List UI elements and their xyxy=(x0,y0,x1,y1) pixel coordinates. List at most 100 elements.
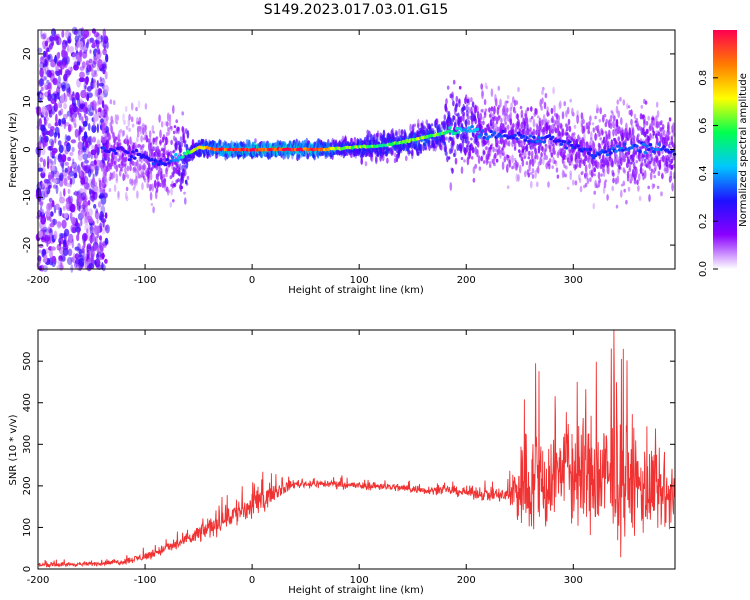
spectral-mark xyxy=(99,76,103,83)
x-tick-label: -100 xyxy=(134,275,157,286)
spectral-mark xyxy=(61,84,66,92)
spectral-mark xyxy=(178,167,181,175)
spectral-mark xyxy=(157,162,161,167)
spectral-mark xyxy=(672,152,677,156)
spectral-mark xyxy=(83,164,90,174)
spectral-mark xyxy=(96,253,100,260)
spectral-mark xyxy=(453,149,457,158)
spectral-mark xyxy=(647,115,650,121)
spectral-mark xyxy=(603,113,607,118)
spectral-mark xyxy=(370,154,374,163)
spectral-mark xyxy=(531,174,535,179)
spectral-mark xyxy=(42,63,46,68)
snr-y-label: SNR (10 * v/v) xyxy=(8,414,19,485)
spectral-mark xyxy=(329,142,333,147)
spectral-mark xyxy=(480,129,485,133)
spectral-mark xyxy=(506,107,509,113)
spectral-mark xyxy=(191,139,195,147)
spectral-mark xyxy=(609,151,613,155)
spectral-mark xyxy=(583,141,586,148)
spectral-mark xyxy=(622,99,626,106)
spectral-mark xyxy=(114,152,118,162)
spectral-mark xyxy=(130,179,134,186)
spectral-mark xyxy=(455,95,459,103)
spectral-mark xyxy=(52,179,58,184)
spectral-mark xyxy=(94,86,99,94)
spectral-mark xyxy=(73,172,78,179)
spectral-mark xyxy=(536,155,539,160)
spectral-mark xyxy=(556,174,560,179)
spectral-mark xyxy=(159,139,162,146)
spectral-mark xyxy=(545,154,548,161)
spectral-mark xyxy=(559,100,562,109)
spectral-mark xyxy=(137,100,141,109)
spectral-mark xyxy=(529,127,532,132)
spectral-mark xyxy=(527,156,531,160)
spectral-mark xyxy=(627,105,631,109)
spectral-mark xyxy=(93,159,97,165)
spectral-mark xyxy=(548,163,551,170)
spectral-mark xyxy=(69,165,73,174)
spectral-mark xyxy=(538,140,543,144)
x-tick-label: -200 xyxy=(27,575,50,586)
spectral-mark xyxy=(562,140,567,144)
spectral-mark xyxy=(58,246,65,255)
spectral-mark xyxy=(119,129,123,133)
spectral-mark xyxy=(555,167,559,173)
spectral-mark xyxy=(417,123,420,129)
spectral-mark xyxy=(104,105,110,113)
spectral-mark xyxy=(672,155,675,161)
spectral-mark xyxy=(650,146,654,150)
spectral-mark xyxy=(102,48,107,56)
spectral-mark xyxy=(569,170,572,176)
spectral-mark xyxy=(669,170,673,178)
spectral-mark xyxy=(660,120,663,126)
spectral-mark xyxy=(375,154,378,163)
spectral-mark xyxy=(572,179,575,186)
spectral-mark xyxy=(48,70,52,78)
spectral-mark xyxy=(97,90,100,100)
spectral-mark xyxy=(462,111,466,117)
spectral-mark xyxy=(547,181,550,188)
spectral-mark xyxy=(55,184,59,195)
spectral-mark xyxy=(40,190,46,201)
spectral-mark xyxy=(544,93,548,99)
spectral-mark xyxy=(525,136,529,140)
x-tick-label: 300 xyxy=(564,575,583,586)
spectral-mark xyxy=(40,86,44,92)
spectral-mark xyxy=(589,115,592,122)
spectral-mark xyxy=(395,130,399,140)
spectral-mark xyxy=(101,126,105,135)
spectral-mark xyxy=(392,135,395,139)
x-tick-label: -100 xyxy=(134,575,157,586)
spectral-mark xyxy=(63,144,67,153)
spectral-mark xyxy=(582,119,585,125)
spectral-mark xyxy=(91,124,97,133)
spectral-mark xyxy=(61,236,64,245)
spectral-mark xyxy=(470,125,475,129)
spectral-mark xyxy=(157,169,161,177)
spectral-mark xyxy=(151,183,155,192)
spectral-mark xyxy=(654,164,657,172)
spectral-mark xyxy=(494,97,498,107)
spectral-mark xyxy=(638,195,642,202)
spectral-mark xyxy=(625,199,628,205)
spectral-mark xyxy=(82,165,88,171)
spectral-mark xyxy=(634,144,639,148)
spectral-mark xyxy=(112,100,116,106)
spectral-mark xyxy=(563,101,566,107)
spectral-mark xyxy=(53,170,60,178)
spectral-mark xyxy=(544,147,548,152)
spectral-mark xyxy=(409,123,412,133)
spectral-mark xyxy=(461,141,465,149)
spectral-mark xyxy=(60,159,65,169)
spectral-mark xyxy=(637,185,640,192)
spectral-mark xyxy=(553,150,556,155)
spectral-mark xyxy=(506,185,510,190)
spectral-mark xyxy=(48,225,50,233)
spectral-mark xyxy=(592,202,596,210)
spectral-mark xyxy=(560,124,563,129)
spectral-mark xyxy=(62,113,68,120)
spectral-mark xyxy=(306,153,310,160)
spectral-mark xyxy=(148,162,151,170)
